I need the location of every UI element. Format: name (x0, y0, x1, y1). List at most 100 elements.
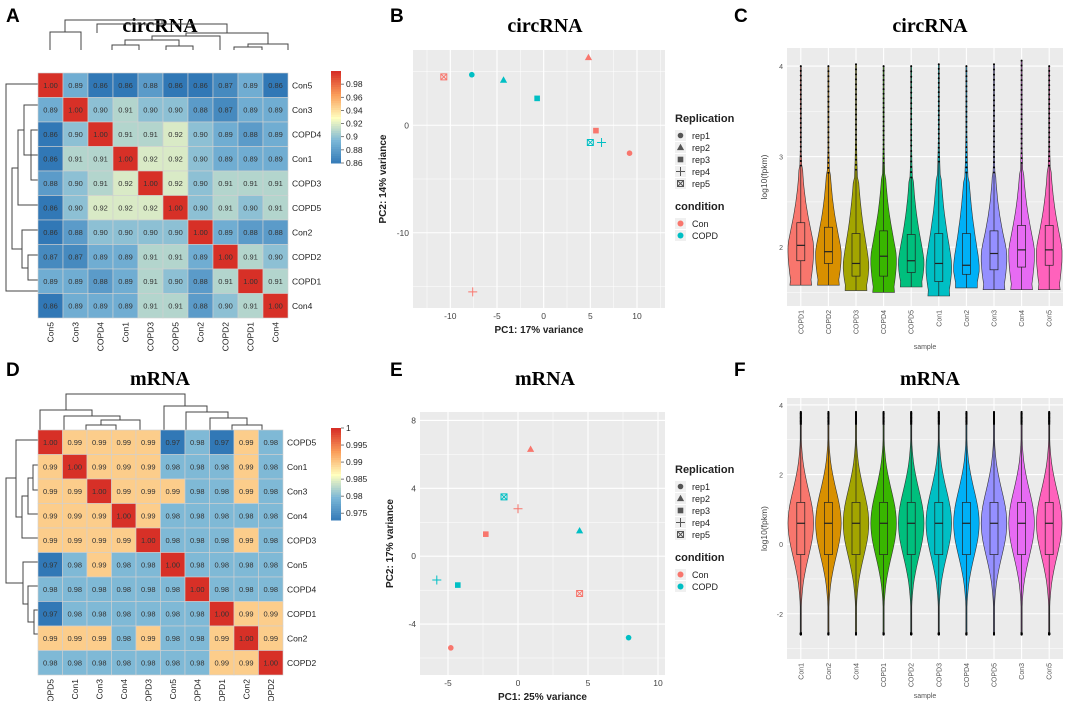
heatmap-cell-value: 0.98 (141, 610, 156, 619)
heatmap-cell (209, 552, 235, 578)
heatmap-cell-value: 0.88 (193, 302, 208, 311)
heatmap-cell-value: 0.97 (43, 610, 58, 619)
heatmap-cell (237, 293, 264, 319)
heatmap-cell-value: 0.98 (214, 487, 229, 496)
heatmap-cell-value: 0.86 (43, 302, 58, 311)
heatmap-cell-value: 0.90 (68, 130, 83, 139)
colorbar-segment (331, 439, 341, 443)
heatmap-cell-value: 1.00 (116, 512, 131, 521)
violin-outlier (910, 128, 913, 131)
violin-outlier (910, 91, 913, 94)
heatmap-cell (209, 454, 235, 480)
heatmap-cell-value: 0.98 (263, 536, 278, 545)
violin-outlier (1048, 145, 1051, 148)
violin-x-tick-label: Con5 (1047, 310, 1054, 327)
heatmap-cell-value: 0.91 (93, 155, 108, 164)
colorbar-segment (331, 71, 341, 74)
violin-outlier (965, 70, 968, 73)
heatmap-cell-value: 0.98 (43, 659, 58, 668)
legend-shape-item: rep4 (692, 518, 710, 528)
violin-outlier (882, 88, 885, 91)
violin-outlier (1048, 150, 1051, 153)
violin-outlier (993, 410, 995, 413)
heatmap-col-label: Con1 (121, 322, 131, 343)
violin-outlier (882, 97, 885, 100)
heatmap-cell (86, 454, 112, 480)
colorbar-segment (331, 492, 341, 496)
colorbar-segment (331, 84, 341, 88)
violin-box (1044, 225, 1054, 266)
violin-outlier (1048, 74, 1051, 77)
pca-x-tick-label: 10 (632, 311, 642, 321)
heatmap-cell-value: 0.99 (239, 463, 254, 472)
heatmap-cell-value: 0.90 (168, 277, 183, 286)
heatmap-cell (237, 121, 264, 147)
pca-x-tick-label: 5 (588, 311, 593, 321)
colorbar-tick-label: 1 (346, 423, 351, 433)
violin-outlier (799, 155, 802, 158)
colorbar-segment (331, 156, 341, 159)
heatmap-cell-value: 0.99 (214, 659, 229, 668)
violin-y-axis-label: log10(fpkm) (759, 154, 769, 199)
violin-outlier (855, 133, 857, 136)
pca-point-rep2 (584, 53, 593, 61)
heatmap-cell (137, 195, 164, 221)
heatmap-cell (209, 601, 235, 627)
violin-outlier (993, 73, 995, 76)
heatmap-cell-value: 0.99 (239, 438, 254, 447)
colorbar-segment (331, 453, 341, 457)
pca-point-rep1 (625, 634, 632, 641)
heatmap-cell-value: 0.98 (190, 512, 205, 521)
heatmap-cell-value: 0.98 (92, 585, 107, 594)
heatmap-cell (62, 293, 89, 319)
colorbar-tick-label: 0.96 (346, 92, 363, 102)
violin-outlier (855, 83, 857, 86)
violin-outlier (855, 93, 857, 96)
heatmap-cell-value: 0.98 (165, 585, 180, 594)
heatmap-cell-value: 0.99 (116, 536, 131, 545)
violin-y-tick-label: 2 (779, 473, 783, 480)
heatmap-cell (87, 219, 114, 245)
violin-outlier (965, 120, 968, 123)
colorbar-segment (331, 430, 341, 434)
pca-point-rep2 (499, 76, 508, 83)
colorbar-segment (331, 130, 341, 134)
colorbar-segment (331, 432, 341, 436)
violin-outlier (855, 63, 857, 66)
colorbar-segment (331, 121, 341, 125)
heatmap-cell-value: 0.91 (218, 277, 233, 286)
heatmap-cell-value: 0.89 (68, 81, 83, 90)
legend-color-swatch (677, 583, 684, 590)
violin-outlier (910, 102, 913, 105)
violin-outlier (965, 85, 968, 88)
heatmap-cell (237, 195, 264, 221)
heatmap-cell-value: 0.89 (243, 106, 258, 115)
heatmap-cell (233, 650, 259, 676)
heatmap-cell-value: 0.98 (92, 610, 107, 619)
violin-outlier (882, 111, 885, 114)
heatmap-d-top-dendrogram (39, 393, 263, 430)
colorbar-segment (331, 133, 341, 136)
heatmap-cell (62, 219, 89, 245)
colorbar-segment (331, 494, 341, 498)
heatmap-cell (262, 170, 289, 196)
pca-point-rep5 (576, 590, 584, 598)
violin-outlier (882, 74, 885, 77)
violin-outlier (965, 95, 968, 98)
pca-point-rep5 (677, 180, 684, 187)
heatmap-cell-value: 0.89 (118, 277, 133, 286)
colorbar-segment (331, 140, 341, 143)
heatmap-cell (209, 503, 235, 529)
legend-shape-item: rep4 (692, 167, 710, 177)
heatmap-cell (87, 195, 114, 221)
violin-y-tick-label: 2 (779, 245, 783, 252)
heatmap-cell-value: 0.92 (118, 179, 133, 188)
colorbar-segment (331, 146, 341, 150)
heatmap-cell (184, 650, 210, 676)
heatmap-cell (209, 576, 235, 602)
heatmap-cell-value: 0.98 (190, 463, 205, 472)
violin-x-tick-label: COPD4 (881, 310, 888, 334)
violin-box (879, 230, 888, 277)
violin-outlier (910, 107, 913, 110)
violin-outlier (910, 171, 913, 174)
